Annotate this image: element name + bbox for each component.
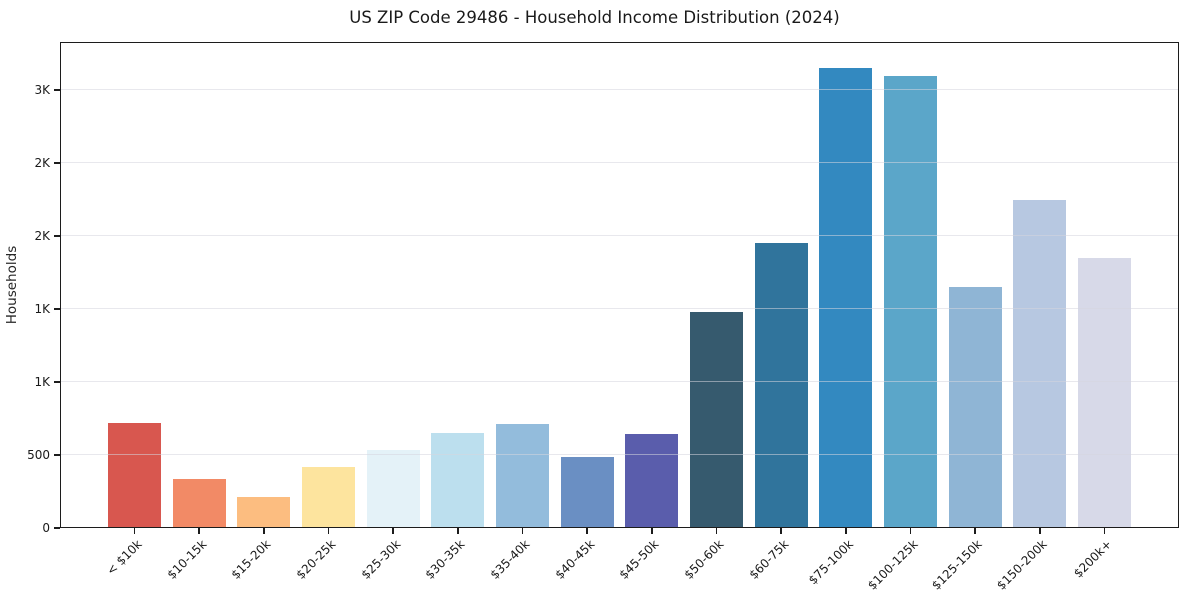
y-tick-label: 500 [27, 448, 50, 463]
bar-$10-15k [172, 479, 226, 528]
bar-$20-25k [301, 466, 355, 528]
y-tick-mark [54, 454, 60, 456]
x-tick-label: $35-40k [487, 537, 533, 582]
chart-title: US ZIP Code 29486 - Household Income Dis… [349, 8, 840, 27]
x-tick-label: < $10k [103, 537, 145, 578]
x-tick-mark [715, 528, 718, 534]
x-tick-label: $125-150k [929, 537, 986, 590]
x-tick-label: $200k+ [1070, 537, 1115, 581]
y-tick-label: 2K [34, 229, 50, 244]
x-tick-mark [780, 528, 782, 534]
x-tick-mark [327, 528, 330, 534]
bar-$45-50k [625, 433, 679, 528]
bar-series [60, 42, 1179, 528]
x-tick-mark [392, 528, 394, 534]
bar-$200k+ [1077, 258, 1131, 528]
x-tick-label: $50-60k [681, 537, 727, 582]
y-tick-mark [54, 235, 60, 237]
bar-$100-125k [883, 76, 937, 528]
bar-< $10k [108, 422, 161, 528]
x-tick-mark [1039, 528, 1041, 534]
y-tick-mark [54, 527, 60, 529]
x-tick-mark [586, 528, 588, 534]
y-tick-mark [54, 308, 60, 310]
y-tick-label: 1K [34, 302, 50, 317]
bar-$150-200k [1013, 200, 1067, 528]
x-tick-mark [457, 528, 459, 534]
x-tick-label: $20-25k [293, 537, 339, 582]
x-tick-label: $15-20k [228, 537, 274, 582]
x-tick-mark [845, 528, 847, 534]
bar-$75-100k [819, 68, 873, 528]
x-tick-mark [133, 528, 136, 534]
x-tick-label: $100-125k [864, 537, 921, 590]
y-tick-label: 1K [34, 375, 50, 390]
bar-$60-75k [754, 242, 808, 528]
x-tick-label: $10-15k [164, 537, 210, 582]
x-tick-label: $25-30k [358, 537, 404, 582]
bar-$30-35k [431, 433, 485, 528]
bar-$40-45k [560, 457, 614, 528]
y-axis-label: Households [4, 245, 20, 325]
x-tick-label: $75-100k [805, 537, 856, 588]
y-tick-mark [54, 381, 60, 383]
bar-$25-30k [366, 449, 420, 528]
x-tick-label: $45-50k [616, 537, 662, 582]
x-tick-label: $150-200k [994, 537, 1050, 590]
x-tick-mark [651, 528, 653, 534]
bar-$35-40k [495, 424, 549, 528]
y-tick-label: 2K [34, 156, 50, 171]
x-tick-mark [198, 528, 200, 534]
x-tick-label: $60-75k [746, 537, 792, 582]
bar-$15-20k [237, 497, 291, 528]
x-tick-mark [909, 528, 912, 534]
x-tick-mark [974, 528, 976, 534]
x-tick-label: $40-45k [552, 537, 598, 582]
y-tick-mark [54, 89, 60, 91]
x-tick-mark [521, 528, 524, 534]
bar-$125-150k [948, 287, 1002, 528]
x-tick-label: $30-35k [422, 537, 468, 582]
x-tick-mark [1103, 528, 1106, 534]
y-tick-label: 3K [34, 83, 50, 98]
bar-$50-60k [689, 312, 743, 528]
plot-area [60, 42, 1179, 528]
y-tick-mark [54, 162, 60, 164]
y-tick-label: 0 [42, 521, 50, 535]
x-tick-mark [263, 528, 265, 534]
